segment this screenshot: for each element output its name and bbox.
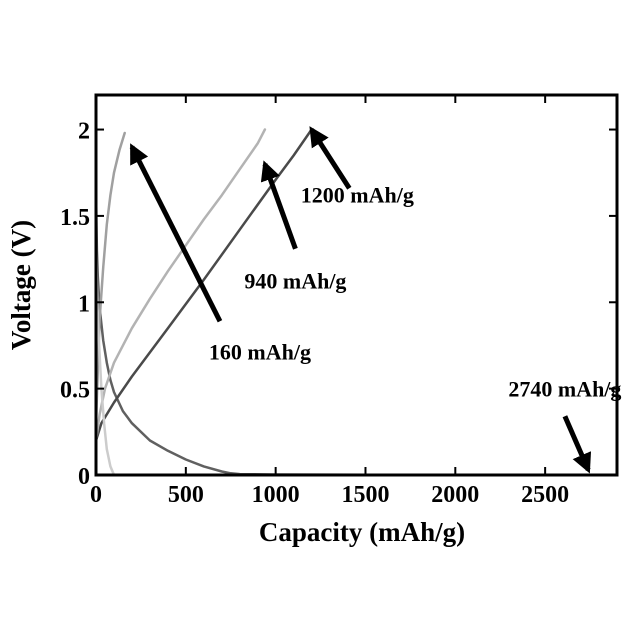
x-tick-label: 1500 (341, 482, 389, 508)
plot-frame (96, 95, 617, 475)
annotation-arrow-1 (312, 130, 350, 189)
y-tick-label: 2 (78, 119, 90, 145)
x-tick-label: 500 (168, 482, 204, 508)
x-tick-label: 2000 (431, 482, 479, 508)
series-line-1 (96, 190, 588, 475)
y-axis-title: Voltage (V) (6, 220, 36, 350)
annotation-label-3: 160 mAh/g (209, 339, 311, 364)
annotation-layer: 1200 mAh/g 940 mAh/g 160 mAh/g 2740 mAh/g (132, 130, 622, 470)
x-tick-label: 2500 (521, 482, 569, 508)
annotation-arrow-4 (565, 416, 588, 470)
x-tick-label: 0 (90, 482, 102, 508)
tick-layer: 0 500 1000 1500 2000 2500 0 0.5 1 1.5 2 (60, 95, 617, 508)
annotation-arrow-3 (132, 147, 220, 321)
y-tick-label: 0 (78, 464, 90, 490)
y-tick-label: 1.5 (60, 205, 90, 231)
y-tick-label: 0.5 (60, 378, 90, 404)
annotation-label-1: 1200 mAh/g (301, 182, 414, 207)
x-tick-label: 1000 (252, 482, 300, 508)
annotation-arrow-2 (265, 164, 296, 249)
annotation-label-4: 2740 mAh/g (508, 376, 621, 401)
x-axis-title: Capacity (mAh/g) (259, 517, 465, 547)
y-tick-label: 1 (78, 291, 90, 317)
annotation-label-2: 940 mAh/g (244, 269, 346, 294)
